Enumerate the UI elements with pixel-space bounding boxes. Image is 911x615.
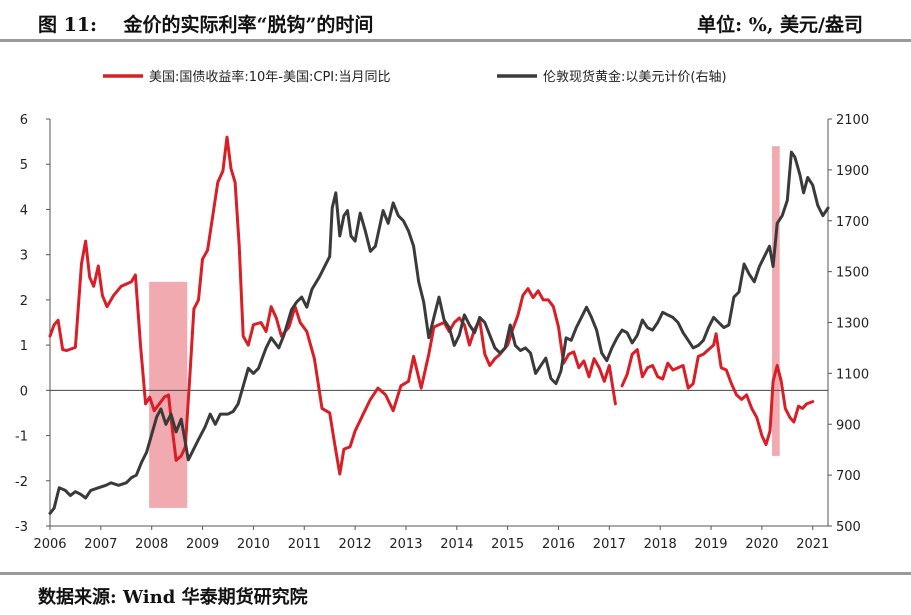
left-tick-label: -1 (15, 430, 28, 445)
right-tick-label: 2100 (836, 113, 869, 128)
x-tick-label: 2008 (135, 537, 168, 552)
x-tick-label: 2011 (288, 537, 321, 552)
right-tick-label: 1300 (836, 317, 869, 332)
x-tick-label: 2007 (84, 537, 117, 552)
real-rate-line-segment-1 (48, 135, 617, 476)
x-tick-label: 2021 (796, 537, 829, 552)
x-tick-label: 2006 (33, 537, 66, 552)
figure-header: 图 11: 金价的实际利率“脱钩”的时间 单位: %, 美元/盎司 (0, 0, 911, 42)
x-tick-label: 2015 (491, 537, 524, 552)
left-tick-label: 5 (20, 158, 28, 173)
right-tick-label: 1100 (836, 367, 869, 382)
x-tick-label: 2012 (339, 537, 372, 552)
x-tick-label: 2014 (440, 537, 473, 552)
right-tick-label: 1700 (836, 215, 869, 230)
x-tick-label: 2018 (644, 537, 677, 552)
left-tick-label: 4 (20, 203, 28, 218)
right-tick-label: 1500 (836, 266, 869, 281)
x-tick-label: 2020 (745, 537, 778, 552)
shaded-period-2 (772, 146, 780, 456)
legend-gold-price-label: 伦敦现货黄金:以美元计价(右轴) (543, 69, 727, 85)
right-tick-label: 1900 (836, 164, 869, 179)
left-tick-label: 1 (20, 339, 28, 354)
x-tick-label: 2019 (694, 537, 727, 552)
legend-real-rate-label: 美国:国债收益率:10年-美国:CPI:当月同比 (149, 69, 391, 85)
source-note: 数据来源: Wind 华泰期货研究院 (38, 587, 308, 608)
x-tick-label: 2010 (237, 537, 270, 552)
right-tick-label: 900 (836, 418, 861, 433)
left-tick-label: -3 (15, 520, 28, 535)
gold-price-line-segment-1 (48, 150, 830, 515)
unit-label: 单位: %, 美元/盎司 (697, 14, 863, 36)
real-rate-line-segment-2 (620, 332, 815, 447)
left-tick-label: -2 (15, 475, 28, 490)
figure-title: 图 11: 金价的实际利率“脱钩”的时间 (38, 14, 374, 36)
right-tick-label: 700 (836, 469, 861, 484)
left-tick-label: 2 (20, 294, 28, 309)
left-tick-label: 6 (20, 113, 28, 128)
figure-footer: 数据来源: Wind 华泰期货研究院 (0, 572, 911, 615)
chart-canvas: 6 5 4 3 2 1 0 -1 -2 -3 2100 1900 1700 1500 1300 1100 900… (15, 69, 869, 552)
x-tick-label: 2013 (389, 537, 422, 552)
left-tick-label: 0 (20, 384, 28, 399)
x-tick-label: 2017 (593, 537, 626, 552)
right-tick-label: 500 (836, 520, 861, 535)
left-tick-label: 3 (20, 249, 28, 264)
x-tick-label: 2016 (542, 537, 575, 552)
x-tick-label: 2009 (186, 537, 219, 552)
